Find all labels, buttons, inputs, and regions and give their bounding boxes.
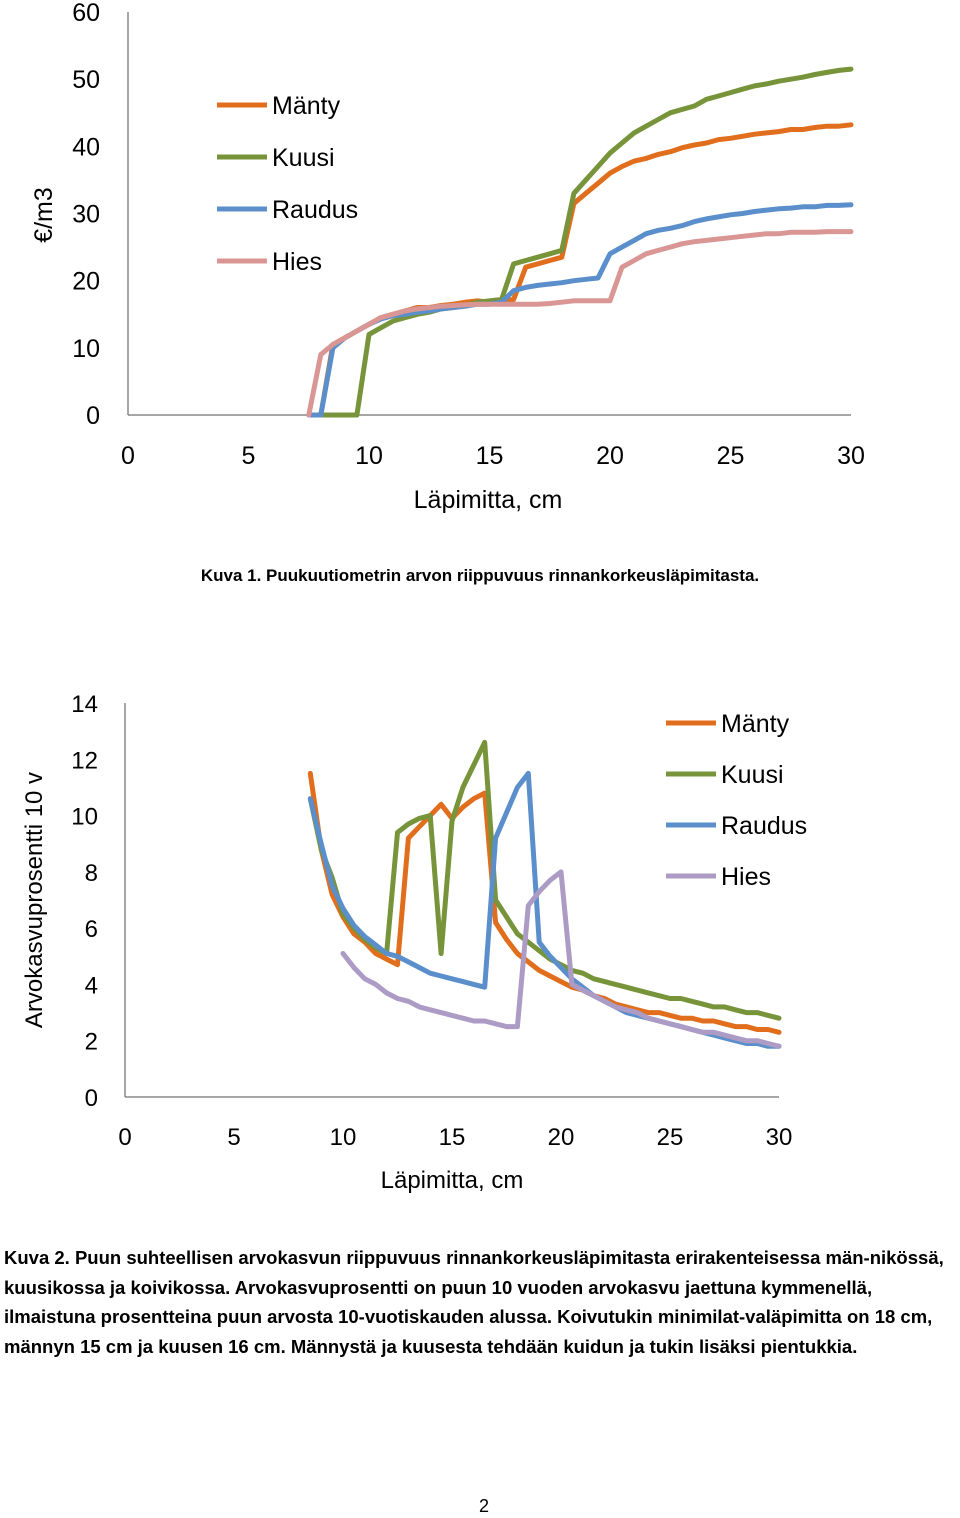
- caption-2: Kuva 2. Puun suhteellisen arvokasvun rii…: [4, 1247, 944, 1357]
- chart2-x-tick-label: 30: [766, 1124, 793, 1151]
- chart1-legend-label: Kuusi: [272, 144, 335, 172]
- chart1-y-tick-label: 0: [86, 402, 100, 430]
- chart2-x-tick-label: 25: [657, 1124, 684, 1151]
- chart1-series-raudus-line: [306, 202, 854, 418]
- page-number: 2: [478, 1496, 489, 1516]
- chart1-x-tick-label: 15: [476, 442, 504, 470]
- chart2-series-mnty-line: [307, 770, 782, 1035]
- chart1-x-tick-label: 25: [717, 442, 745, 470]
- chart2-legend-label: Mänty: [721, 710, 790, 738]
- chart2-series-hies-line: [340, 869, 782, 1049]
- chart1-x-tick-label: 5: [242, 442, 256, 470]
- chart1-x-axis-label: Läpimitta, cm: [414, 486, 563, 514]
- chart1-legend-label: Mänty: [272, 92, 341, 120]
- chart2-x-tick-label: 15: [439, 1124, 466, 1151]
- chart1-x-tick-label: 20: [596, 442, 624, 470]
- chart2-y-tick-label: 4: [85, 972, 98, 999]
- chart2-y-tick-label: 2: [85, 1029, 98, 1056]
- chart2-y-tick-label: 6: [85, 916, 98, 943]
- chart1-y-tick-label: 10: [72, 335, 100, 363]
- chart2-x-tick-label: 20: [548, 1124, 575, 1151]
- chart2-legend-label: Raudus: [721, 812, 807, 840]
- chart2-y-tick-label: 12: [71, 747, 98, 774]
- chart1-y-tick-label: 30: [72, 201, 100, 229]
- chart2-legend-label: Kuusi: [721, 761, 784, 789]
- chart1-y-axis-label: €/m3: [30, 187, 58, 243]
- chart-1: 0 10 20 30 40 50 60 0 5 10 15 20 25 30 Läpimitta, cm €/…: [30, 0, 865, 514]
- chart1-series-hies-line: [306, 229, 854, 418]
- chart2-y-tick-label: 8: [85, 860, 98, 887]
- chart2-x-axis-label: Läpimitta, cm: [381, 1167, 524, 1194]
- chart1-y-tick-label: 20: [72, 268, 100, 296]
- chart1-series-mnty-line: [306, 122, 854, 418]
- chart1-legend-label: Hies: [272, 248, 322, 276]
- chart2-x-tick-label: 5: [227, 1124, 240, 1151]
- chart1-y-tick-label: 60: [72, 0, 100, 27]
- chart2-series-kuusi-line: [307, 739, 782, 1021]
- chart1-x-tick-label: 30: [837, 442, 865, 470]
- chart2-x-tick-label: 0: [118, 1124, 131, 1151]
- chart-2: 0 2 4 6 8 10 12 14 0 5 10 15 20 25 30 Läpimitta, cm Arvo…: [21, 691, 807, 1194]
- chart1-y-tick-label: 40: [72, 133, 100, 161]
- chart1-series-kuusi-line: [306, 66, 854, 418]
- chart2-y-tick-label: 14: [71, 691, 98, 718]
- chart1-legend-label: Raudus: [272, 196, 358, 224]
- chart2-y-tick-label: 0: [85, 1085, 98, 1112]
- chart1-x-tick-label: 0: [121, 442, 135, 470]
- chart2-y-tick-label: 10: [71, 804, 98, 831]
- chart1-y-tick-label: 50: [72, 66, 100, 94]
- chart1-x-tick-label: 10: [355, 442, 383, 470]
- chart2-legend-label: Hies: [721, 863, 771, 891]
- chart2-y-axis-label: Arvokasvuprosentti 10 v: [21, 772, 48, 1028]
- caption-1: Kuva 1. Puukuutiometrin arvon riippuvuus…: [200, 566, 760, 585]
- chart2-x-tick-label: 10: [330, 1124, 357, 1151]
